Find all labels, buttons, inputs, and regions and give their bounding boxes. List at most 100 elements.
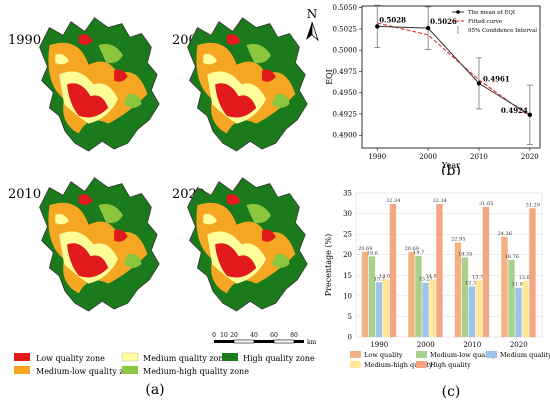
bar-value-label: 32.34 <box>433 198 447 204</box>
x-tick-label: 2020 <box>521 153 539 161</box>
legend-label-mean: The mean of EQI <box>468 10 515 16</box>
x-tick-label: 1990 <box>368 153 386 161</box>
mean-eqi-point <box>425 25 431 31</box>
bar <box>515 287 522 337</box>
data-label: 0.5028 <box>379 15 406 24</box>
y-axis-label: Precentage (%) <box>324 234 333 297</box>
bar-value-label: 13.21 <box>419 277 433 283</box>
legend-label: Low quality <box>364 351 403 359</box>
bar-value-label: 19.7 <box>413 250 424 256</box>
x-tick-label: 2020 <box>510 341 528 349</box>
scale-unit: km <box>307 339 317 346</box>
legend-swatch <box>416 361 427 368</box>
y-tick-label: 10 <box>343 292 352 300</box>
fitted-curve-line <box>377 22 531 117</box>
bar-value-label: 14.02 <box>426 273 440 279</box>
bar <box>389 203 397 337</box>
scale-tick-10: 10 <box>220 332 228 339</box>
data-label: 0.4924 <box>501 106 528 115</box>
bar-value-label: 24.36 <box>498 231 512 237</box>
bar <box>468 286 476 337</box>
bar <box>522 281 529 337</box>
bar-value-label: 13.72 <box>472 275 486 281</box>
bar-value-label: 22.95 <box>451 237 465 243</box>
bar-value-label: 19.35 <box>458 251 472 257</box>
data-label: 0.5026 <box>430 17 457 26</box>
bar-value-label: 19.6 <box>367 250 378 256</box>
map-2020: 2020 <box>168 166 320 323</box>
bar <box>361 251 369 337</box>
legend-label: Medium quality <box>500 351 550 359</box>
legend-medium-quality-zone: Medium quality zone <box>121 352 229 363</box>
legend-label: High quality <box>430 361 471 369</box>
legend-label: Medium quality zone <box>143 354 229 363</box>
y-tick-label: 0.4900 <box>333 132 358 140</box>
bar <box>436 203 443 337</box>
bar-value-label: 12.33 <box>465 280 479 286</box>
y-tick-label: 0.5000 <box>333 47 358 55</box>
bar <box>382 279 390 337</box>
bar <box>375 282 383 337</box>
map-year-1990: 1990 <box>8 33 41 48</box>
scale-tick-20: 20 <box>230 332 238 339</box>
legend-label-fitted: Fitted curve <box>468 19 502 25</box>
bar <box>475 280 483 337</box>
bar-value-label: 20.69 <box>405 246 419 252</box>
bar <box>508 259 515 337</box>
map-2000: 2000 <box>168 6 320 163</box>
bar-value-label: 14.01 <box>379 273 393 279</box>
eqi-maps-panel: 1990 2000 2010 2020 N 0 10 20 40 60 80 k… <box>8 0 320 398</box>
bar <box>422 282 429 337</box>
legend-medium-low-quality-zone: Medium-low quality zone <box>14 366 138 376</box>
panel-label-c: (c) <box>442 384 461 400</box>
x-tick-label: 1990 <box>370 341 388 349</box>
legend-swatch <box>350 361 361 368</box>
bar <box>408 251 415 337</box>
map-2010: 2010 <box>8 166 177 323</box>
y-tick-label: 0.4925 <box>333 110 358 118</box>
map-year-2010: 2010 <box>8 187 41 202</box>
scale-tick-80: 80 <box>290 332 298 339</box>
legend-marker-mean <box>456 10 460 14</box>
y-tick-label: 0.4950 <box>333 89 358 97</box>
x-tick-label: 2010 <box>470 153 488 161</box>
y-tick-label: 0.5025 <box>333 25 358 33</box>
y-axis-label: EQI <box>325 69 334 85</box>
bar-value-label: 13.61 <box>519 275 533 281</box>
north-label: N <box>307 7 318 21</box>
legend-swatch <box>416 351 427 358</box>
mean-eqi-point <box>527 112 533 118</box>
legend-label: Medium-low quality <box>430 351 496 359</box>
bar <box>461 257 469 337</box>
bar <box>429 279 436 337</box>
bar-value-label: 11.98 <box>512 282 526 288</box>
legend-swatch <box>486 351 497 358</box>
bar <box>501 236 508 337</box>
legend-label: Medium-low quality zone <box>36 367 138 376</box>
y-tick-label: 0.4975 <box>333 68 358 76</box>
mean-eqi-line <box>377 25 531 116</box>
plot-frame <box>361 5 541 149</box>
scale-tick-60: 60 <box>270 332 278 339</box>
mean-eqi-point <box>375 24 380 29</box>
legend-high-quality-zone: High quality zone <box>222 353 315 363</box>
bar-value-label: 18.76 <box>505 254 519 260</box>
map-1990: 1990 <box>8 6 177 163</box>
legend-swatch <box>350 351 361 358</box>
bar <box>415 255 422 337</box>
legend-label-ci: 95% Confidence Interval <box>468 28 537 34</box>
bar-value-label: 13.3 <box>374 276 385 282</box>
legend-medium-high-quality-zone: Medium-high quality zone <box>122 366 249 376</box>
data-label: 0.4961 <box>483 74 510 83</box>
y-tick-label: 20 <box>343 251 352 259</box>
bar-value-label: 31.29 <box>526 202 540 208</box>
bar <box>529 208 536 337</box>
x-axis-label: Year <box>441 161 460 170</box>
x-tick-label: 2000 <box>419 153 437 161</box>
bar <box>368 256 376 337</box>
panel-label-a: (a) <box>145 382 164 398</box>
bar-value-label: 31.65 <box>479 201 493 207</box>
y-tick-label: 0 <box>348 334 352 342</box>
line-chart-legend: The mean of EQI Fitted curve 95% Confidenc… <box>452 10 537 34</box>
